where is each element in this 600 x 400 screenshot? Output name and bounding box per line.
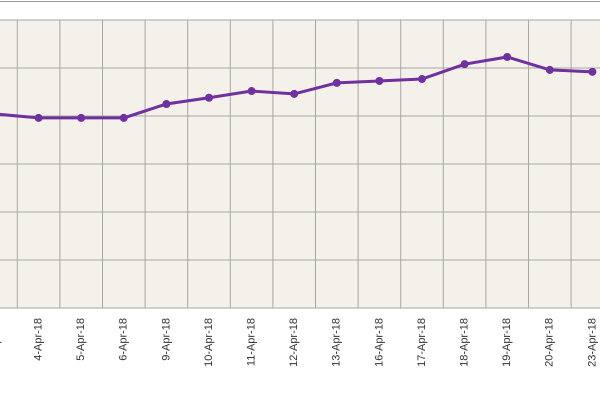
x-tick-label: 6-Apr-18 <box>118 318 130 361</box>
x-tick-label: 17-Apr-18 <box>416 318 428 367</box>
data-point <box>247 87 256 96</box>
x-tick-label: 9-Apr-18 <box>160 318 172 361</box>
data-point <box>418 75 426 84</box>
data-point <box>290 89 299 98</box>
x-tick-label: 23-Apr-18 <box>586 318 598 367</box>
data-point <box>545 65 554 74</box>
data-point <box>460 60 469 69</box>
data-point <box>332 78 341 87</box>
x-tick-label: 4-Apr-18 <box>33 318 45 361</box>
x-tick-label: 5-Apr-18 <box>75 318 87 361</box>
data-point <box>205 93 213 102</box>
x-tick-label: 16-Apr-18 <box>373 318 385 367</box>
x-tick-label: 10-Apr-18 <box>203 318 215 367</box>
x-tick-label: 18-Apr-18 <box>459 318 471 367</box>
x-tick-label: 20-Apr-18 <box>544 318 556 367</box>
x-tick-label: 13-Apr-18 <box>331 318 343 367</box>
x-tick-label: 19-Apr-18 <box>501 318 513 367</box>
data-point <box>119 113 128 122</box>
x-tick-label: 3-Apr-18 <box>0 318 2 361</box>
data-point <box>503 52 512 61</box>
data-point <box>375 76 384 85</box>
data-point <box>162 100 171 108</box>
data-point <box>588 67 597 76</box>
x-tick-label: 11-Apr-18 <box>246 318 258 366</box>
data-point <box>34 113 43 122</box>
data-point <box>77 113 86 122</box>
x-tick-label: 12-Apr-18 <box>288 318 300 367</box>
